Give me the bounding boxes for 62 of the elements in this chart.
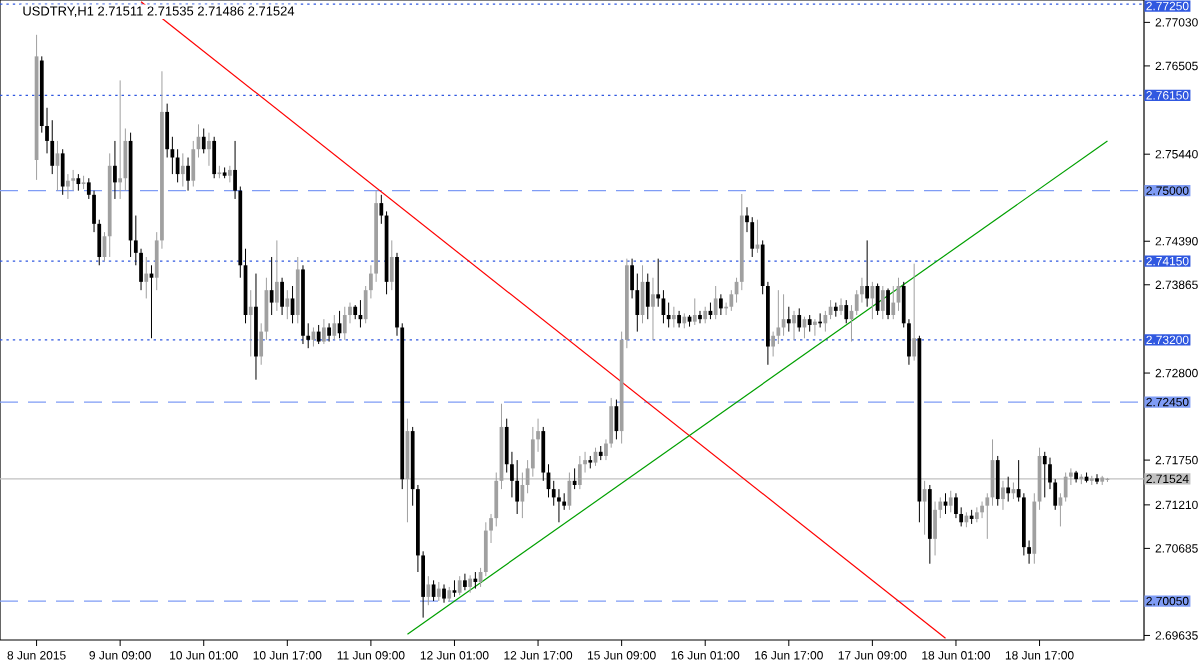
candlestick — [207, 132, 211, 167]
candlestick — [1001, 480, 1005, 511]
candlestick — [248, 289, 253, 357]
candlestick — [995, 455, 1000, 507]
candlestick — [880, 285, 885, 320]
candlestick — [118, 79, 123, 200]
candlestick — [974, 506, 979, 523]
candlestick — [285, 289, 290, 320]
candlestick — [113, 140, 117, 200]
candlestick — [933, 501, 937, 556]
candlestick — [651, 277, 655, 341]
candlestick — [813, 318, 817, 337]
candlestick — [1006, 476, 1011, 503]
candlestick — [342, 306, 347, 341]
candlestick — [442, 583, 446, 604]
candlestick — [891, 285, 896, 320]
candlestick — [332, 314, 337, 341]
candlestick — [71, 169, 76, 192]
candlestick — [60, 148, 65, 196]
candlestick — [457, 575, 462, 596]
candlestick — [786, 306, 791, 333]
candlestick — [212, 136, 217, 179]
candlestick — [274, 239, 279, 312]
candlestick — [886, 287, 890, 320]
candlestick — [201, 127, 206, 154]
candlestick — [797, 307, 802, 333]
candlestick — [66, 173, 70, 200]
candlestick — [327, 322, 331, 343]
candlestick — [321, 318, 326, 345]
candlestick — [1095, 473, 1099, 485]
candlestick — [557, 488, 561, 523]
candlestick — [948, 490, 953, 513]
candlestick — [1042, 451, 1047, 498]
candlestick — [463, 573, 467, 591]
candlestick — [692, 297, 697, 326]
candlestick — [719, 293, 723, 316]
candlestick — [426, 575, 431, 606]
candlestick — [144, 256, 149, 299]
candlestick — [713, 285, 718, 320]
candlestick — [954, 492, 958, 519]
candlestick — [577, 455, 582, 490]
candlestick — [572, 467, 577, 490]
candlestick — [180, 152, 185, 188]
candlestick — [912, 263, 917, 362]
candlestick — [865, 239, 870, 308]
candlestick — [436, 581, 441, 602]
candlestick — [698, 310, 702, 324]
candlestick — [645, 273, 650, 320]
candlestick — [389, 239, 394, 291]
candlestick — [671, 306, 676, 328]
candlestick — [515, 459, 520, 515]
candlestick — [295, 256, 300, 324]
candlestick — [186, 157, 190, 192]
candlestick — [316, 324, 321, 345]
candlestick — [269, 256, 274, 316]
candlestick — [468, 574, 473, 594]
candlestick — [792, 310, 796, 341]
candlestick — [677, 310, 681, 328]
candlestick — [839, 297, 843, 316]
candlestick — [844, 299, 849, 324]
candlestick — [280, 277, 284, 316]
candlestick — [870, 281, 875, 320]
